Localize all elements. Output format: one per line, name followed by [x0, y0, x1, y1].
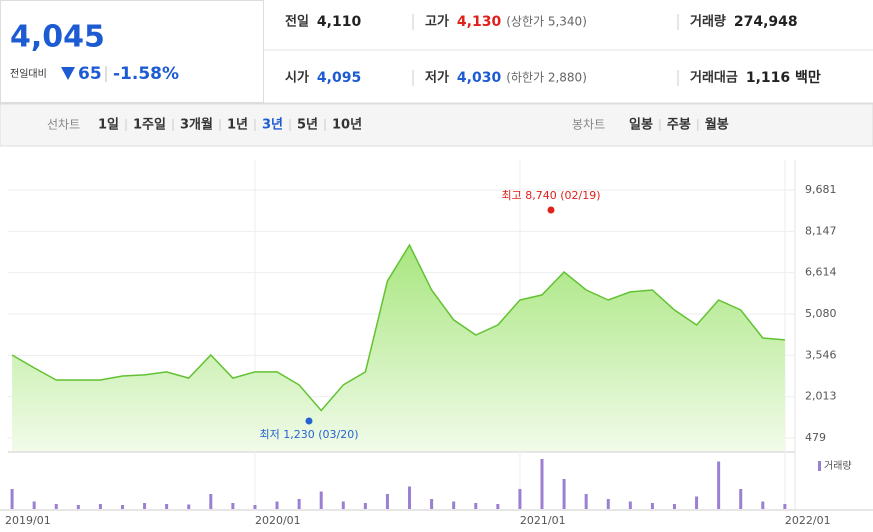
- volume-legend-swatch: [818, 461, 821, 471]
- field-extra: (하한가 2,880): [506, 71, 587, 85]
- field-label: 거래대금: [690, 71, 738, 86]
- period-tab[interactable]: 3년: [262, 118, 283, 133]
- price-line: [11, 243, 785, 412]
- volume-bar: [187, 504, 191, 509]
- y-tick-label: 479: [805, 431, 826, 444]
- volume-bar: [739, 489, 743, 509]
- volume-bar: [540, 459, 544, 509]
- tab-bar: [0, 103, 873, 147]
- annotation-dot: [305, 417, 313, 425]
- volume-bar: [695, 496, 699, 509]
- y-tick-label: 9,681: [805, 183, 837, 196]
- volume-bar: [253, 505, 257, 509]
- volume-bar: [275, 501, 279, 509]
- volume-bar: [628, 501, 632, 509]
- field-label: 전일: [285, 14, 309, 30]
- x-tick-label: 2019/01: [5, 514, 51, 527]
- period-tab[interactable]: 10년: [332, 118, 362, 133]
- y-tick-label: 5,080: [805, 307, 837, 320]
- period-tab[interactable]: 1일: [98, 118, 119, 133]
- down-arrow: [61, 67, 75, 80]
- volume-bar: [783, 504, 787, 509]
- candle-tab[interactable]: 월봉: [705, 117, 729, 133]
- y-tick-label: 3,546: [805, 348, 837, 361]
- period-tab[interactable]: 1년: [227, 118, 248, 133]
- volume-bar: [761, 501, 765, 509]
- field-extra: (상한가 5,340): [506, 15, 587, 29]
- volume-bar: [385, 494, 389, 509]
- period-tab[interactable]: 1주일: [133, 118, 166, 133]
- volume-bar: [650, 503, 654, 509]
- x-tick-label: 2020/01: [255, 514, 301, 527]
- volume-bar: [165, 504, 169, 509]
- field-value: 4,095: [317, 70, 361, 86]
- annotation-dot: [547, 206, 555, 214]
- price: 4,045: [10, 20, 105, 55]
- volume-bar: [408, 486, 412, 509]
- field-label: 저가: [425, 71, 449, 86]
- volume-bar: [341, 501, 345, 509]
- field-label: 시가: [285, 71, 309, 86]
- field-value: 274,948: [734, 14, 798, 30]
- volume-legend: 거래량: [824, 460, 852, 472]
- volume-bar: [98, 504, 102, 509]
- volume-bar: [496, 504, 500, 509]
- field-value: 1,116 백만: [746, 70, 821, 86]
- volume-bar: [717, 461, 721, 509]
- change-pct: -1.58%: [113, 64, 179, 84]
- field-value: 4,110: [317, 14, 362, 30]
- volume-bar: [606, 499, 610, 509]
- x-tick-label: 2022/01: [785, 514, 831, 527]
- annotation: 최저 1,230 (03/20): [259, 428, 358, 441]
- y-tick-label: 6,614: [805, 266, 837, 279]
- field-value: 4,030: [457, 70, 502, 86]
- volume-bar: [319, 491, 323, 509]
- volume-bar: [518, 489, 522, 509]
- volume-bar: [231, 503, 235, 509]
- volume-bar: [76, 505, 80, 509]
- volume-bar: [54, 504, 58, 509]
- volume-bar: [452, 501, 456, 509]
- price-box: [0, 0, 264, 103]
- field-value: 4,130: [457, 14, 502, 30]
- y-tick-label: 8,147: [805, 224, 837, 237]
- volume-bar: [143, 503, 147, 509]
- field-label: 고가: [425, 15, 449, 30]
- volume-bar: [10, 489, 14, 509]
- candle-chart-label: 봉차트: [572, 118, 605, 132]
- volume-bar: [474, 503, 478, 509]
- change-label: 전일대비: [10, 68, 47, 80]
- x-tick-label: 2021/01: [520, 514, 566, 527]
- volume-bar: [297, 499, 301, 509]
- annotation: 최고 8,740 (02/19): [501, 189, 600, 202]
- period-tab[interactable]: 3개월: [180, 117, 213, 133]
- volume-bar: [672, 504, 676, 509]
- line-chart-label: 선차트: [47, 118, 80, 132]
- change: 65: [78, 64, 102, 84]
- y-tick-label: 2,013: [805, 390, 837, 403]
- period-tab[interactable]: 5년: [297, 118, 318, 133]
- field-label: 거래량: [690, 15, 726, 30]
- volume-bar: [209, 494, 213, 509]
- price-area: [12, 245, 785, 451]
- volume-bar: [562, 479, 566, 509]
- candle-tab[interactable]: 일봉: [629, 118, 653, 133]
- volume-bar: [120, 505, 124, 509]
- volume-bar: [32, 501, 36, 509]
- volume-bar: [363, 503, 367, 509]
- candle-tab[interactable]: 주봉: [667, 118, 691, 133]
- volume-bar: [430, 499, 434, 509]
- volume-bar: [584, 494, 588, 509]
